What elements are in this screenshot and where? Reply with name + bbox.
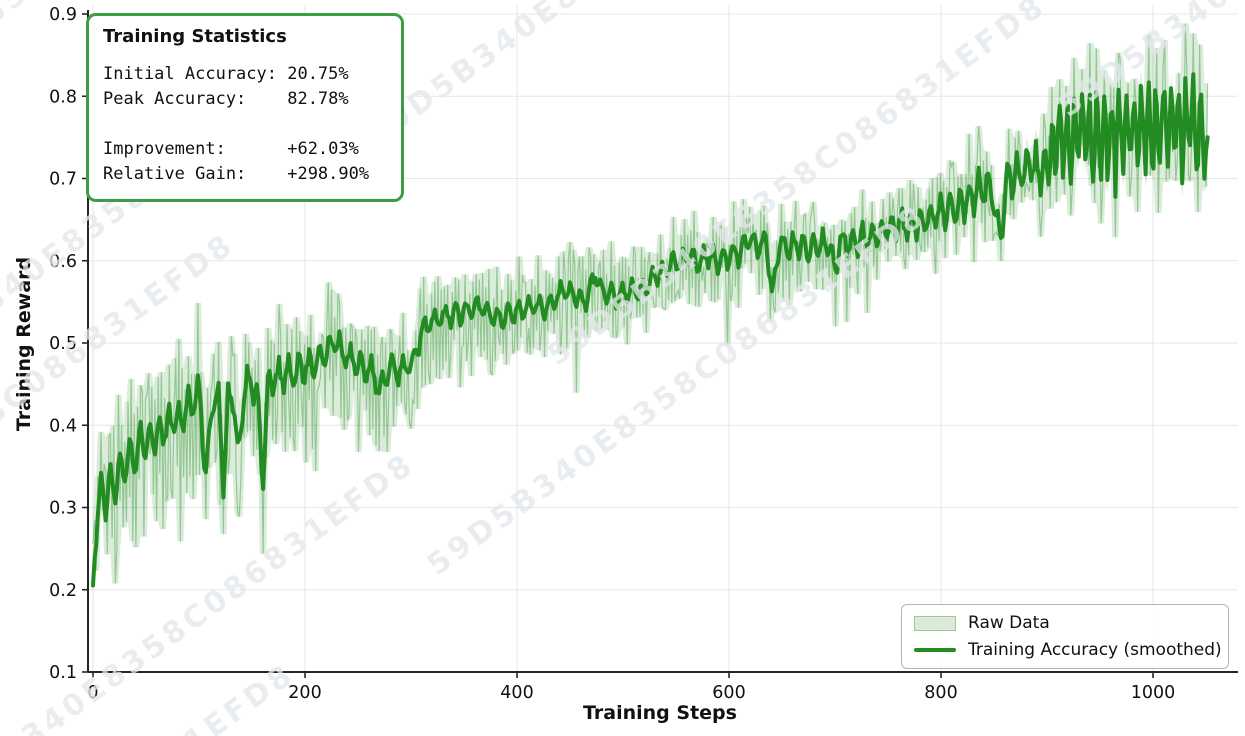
stat-relative-gain: Relative Gain: +298.90% bbox=[103, 162, 387, 187]
smoothed-line-swatch-icon bbox=[914, 648, 956, 653]
raw-data-swatch-icon bbox=[914, 616, 956, 631]
legend: Raw Data Training Accuracy (smoothed) bbox=[901, 604, 1229, 669]
y-tick-label: 0.7 bbox=[49, 170, 77, 190]
legend-item-raw-data: Raw Data bbox=[914, 612, 1216, 634]
stats-title: Training Statistics bbox=[103, 26, 387, 47]
y-axis-label: Training Reward bbox=[13, 15, 35, 673]
x-tick-label: 0 bbox=[87, 683, 98, 703]
x-tick-label: 1000 bbox=[1131, 683, 1176, 703]
x-tick-label: 200 bbox=[288, 683, 321, 703]
y-tick-label: 0.8 bbox=[49, 87, 77, 107]
legend-item-smoothed: Training Accuracy (smoothed) bbox=[914, 639, 1216, 661]
y-tick-label: 0.2 bbox=[49, 581, 77, 601]
y-tick-label: 0.5 bbox=[49, 334, 77, 354]
x-tick-label: 800 bbox=[924, 683, 957, 703]
stat-peak-accuracy: Peak Accuracy: 82.78% bbox=[103, 87, 387, 112]
legend-label-raw-data: Raw Data bbox=[968, 613, 1050, 633]
stats-spacer bbox=[103, 112, 387, 137]
legend-label-smoothed: Training Accuracy (smoothed) bbox=[968, 640, 1222, 660]
y-tick-label: 0.9 bbox=[49, 5, 77, 25]
y-tick-label: 0.4 bbox=[49, 416, 77, 436]
x-tick-label: 600 bbox=[712, 683, 745, 703]
training-reward-chart: 59D5B340E8358C086831EFD8 59D5B340E8358C0… bbox=[0, 0, 1245, 736]
y-tick-label: 0.6 bbox=[49, 252, 77, 272]
stat-initial-accuracy: Initial Accuracy: 20.75% bbox=[103, 62, 387, 87]
training-statistics-box: Training Statistics Initial Accuracy: 20… bbox=[86, 13, 404, 202]
y-tick-label: 0.3 bbox=[49, 499, 77, 519]
y-tick-label: 0.1 bbox=[49, 663, 77, 683]
x-tick-label: 400 bbox=[500, 683, 533, 703]
stat-improvement: Improvement: +62.03% bbox=[103, 137, 387, 162]
x-axis-label: Training Steps bbox=[0, 702, 1245, 724]
